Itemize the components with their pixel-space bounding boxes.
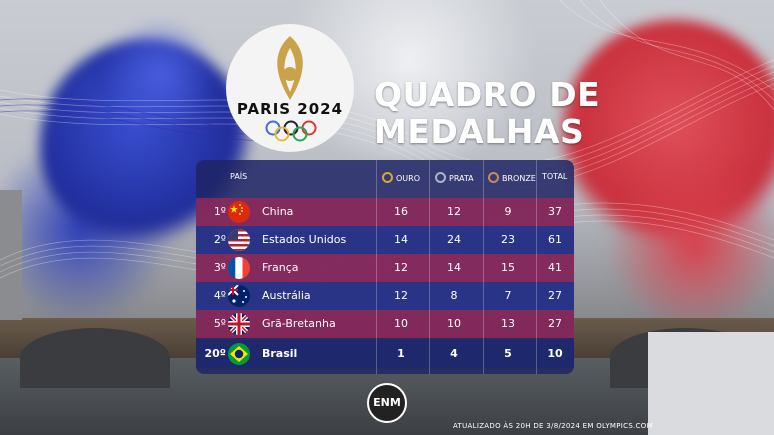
building: [0, 190, 22, 320]
title-line-2: MEDALHAS: [374, 112, 585, 151]
country-name: Brasil: [262, 347, 298, 360]
rank: 20º: [204, 347, 226, 360]
olympic-rings-icon: [265, 120, 317, 142]
country-name: Estados Unidos: [262, 233, 347, 246]
bronze-medal-icon: [488, 172, 499, 183]
total-count: 10: [547, 347, 563, 360]
rank: 4º: [213, 289, 226, 302]
bronze-count: 5: [504, 347, 512, 360]
medal-table: PAÍS OURO PRATA BRONZE TOTAL 1º China 16…: [196, 160, 574, 374]
gold-header-label: OURO: [396, 174, 421, 183]
country-name: França: [262, 261, 299, 274]
country-name: Grã-Bretanha: [262, 317, 336, 330]
building: [648, 332, 774, 435]
update-note: ATUALIZADO ÀS 20H DE 3/8/2024 EM OLYMPIC…: [453, 422, 653, 430]
france-flag-icon: [228, 257, 250, 279]
silver-header-label: PRATA: [449, 174, 474, 183]
column-divider: [483, 160, 484, 374]
uk-flag-icon: [228, 313, 250, 335]
total-count: 61: [548, 233, 562, 246]
rank: 3º: [213, 261, 226, 274]
paris-2024-logo: PARIS 2024: [226, 24, 354, 152]
china-flag-icon: [228, 201, 250, 223]
gold-count: 1: [397, 347, 405, 360]
table-row: 5º Grã-Bretanha 10 10 13 27: [196, 310, 574, 338]
title-line-1: QUADRO DE: [374, 75, 601, 114]
table-row: 1º China 16 12 9 37: [196, 198, 574, 226]
logo-text: PARIS 2024: [236, 100, 344, 118]
silver-count: 4: [450, 347, 458, 360]
silver-count: 24: [447, 233, 461, 246]
bronze-count: 9: [504, 205, 512, 218]
total-count: 27: [548, 317, 562, 330]
total-count: 37: [548, 205, 562, 218]
bronze-count: 13: [501, 317, 515, 330]
usa-flag-icon: [228, 229, 250, 251]
bronze-count: 23: [501, 233, 515, 246]
country-header: PAÍS: [230, 172, 248, 181]
rank: 5º: [213, 317, 226, 330]
silver-count: 12: [447, 205, 461, 218]
country-name: Austrália: [262, 289, 311, 302]
silver-count: 8: [450, 289, 458, 302]
silver-count: 10: [447, 317, 461, 330]
bronze-count: 15: [501, 261, 515, 274]
bronze-header: BRONZE: [488, 172, 536, 183]
table-row: 4º Austrália 12 8 7 27: [196, 282, 574, 310]
red-smoke: [600, 160, 774, 330]
gold-count: 14: [394, 233, 408, 246]
flame-icon: [277, 36, 303, 100]
gold-count: 16: [394, 205, 408, 218]
column-divider: [429, 160, 430, 374]
column-divider: [536, 160, 537, 374]
gold-count: 10: [394, 317, 408, 330]
table-row-highlighted: 20º Brasil 1 4 5 10: [196, 340, 574, 368]
silver-count: 14: [447, 261, 461, 274]
australia-flag-icon: [228, 285, 250, 307]
enm-logo: ENM: [367, 383, 407, 423]
page-title: QUADRO DE MEDALHAS: [374, 76, 600, 150]
rank: 1º: [213, 205, 226, 218]
brazil-flag-icon: [228, 343, 250, 365]
blue-smoke: [100, 20, 220, 130]
total-header: TOTAL: [542, 172, 568, 181]
gold-header: OURO: [382, 172, 420, 183]
bronze-count: 7: [504, 289, 512, 302]
table-row: 3º França 12 14 15 41: [196, 254, 574, 282]
bronze-header-label: BRONZE: [502, 174, 536, 183]
gold-count: 12: [394, 289, 408, 302]
silver-header: PRATA: [435, 172, 474, 183]
gold-medal-icon: [382, 172, 393, 183]
total-count: 41: [548, 261, 562, 274]
column-divider: [376, 160, 377, 374]
bridge-arch: [20, 328, 170, 388]
country-name: China: [262, 205, 294, 218]
table-row: 2º Estados Unidos 14 24 23 61: [196, 226, 574, 254]
gold-count: 12: [394, 261, 408, 274]
rank: 2º: [213, 233, 226, 246]
table-header: PAÍS OURO PRATA BRONZE TOTAL: [196, 160, 574, 198]
silver-medal-icon: [435, 172, 446, 183]
total-count: 27: [548, 289, 562, 302]
